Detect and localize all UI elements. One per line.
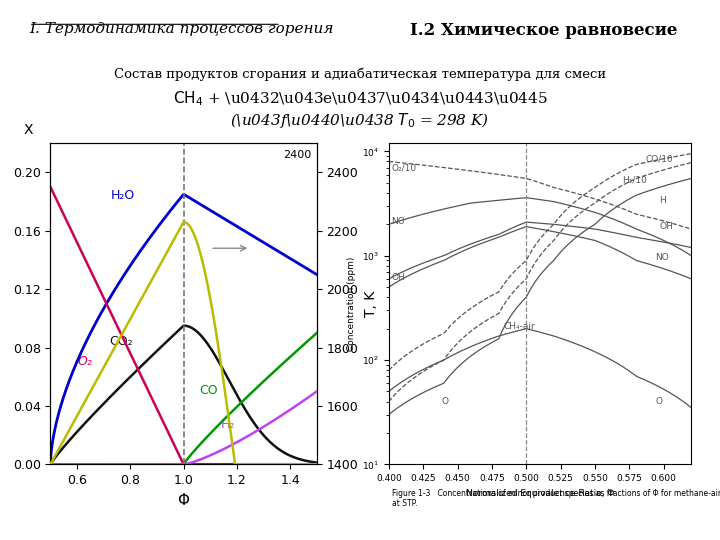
Text: O₂/10: O₂/10 — [392, 164, 417, 173]
Text: I.2 Химическое равновесие: I.2 Химическое равновесие — [410, 22, 678, 38]
Text: NO: NO — [655, 253, 669, 262]
Text: O: O — [441, 397, 448, 406]
Text: H₂O: H₂O — [110, 188, 135, 201]
Text: Figure 1-3   Concentrations of minor product species as fractions of Φ for metha: Figure 1-3 Concentrations of minor produ… — [392, 489, 720, 508]
Text: I. Термодинамика процессов горения: I. Термодинамика процессов горения — [29, 22, 333, 36]
Text: CO/10: CO/10 — [646, 154, 674, 164]
X-axis label: Φ: Φ — [178, 492, 189, 508]
Text: CO₂: CO₂ — [109, 335, 132, 348]
Text: H₂: H₂ — [221, 418, 235, 431]
Y-axis label: Concentration (ppm): Concentration (ppm) — [347, 256, 356, 351]
Text: CH₄-air: CH₄-air — [503, 322, 535, 330]
Text: (\u043f\u0440\u0438 $T_0$ = 298 K): (\u043f\u0440\u0438 $T_0$ = 298 K) — [230, 111, 490, 130]
Text: H₂/10: H₂/10 — [623, 176, 647, 185]
Text: NO: NO — [392, 217, 405, 226]
Text: OH: OH — [660, 222, 673, 231]
Text: X: X — [24, 123, 33, 137]
X-axis label: Normalized Equivalence Ratio, Φ: Normalized Equivalence Ratio, Φ — [466, 489, 614, 498]
Text: OH: OH — [392, 273, 405, 282]
Y-axis label: T, K: T, K — [364, 291, 378, 317]
Text: CO: CO — [199, 384, 218, 397]
Text: H: H — [660, 196, 666, 205]
Text: $\mathrm{CH_4}$ + \u0432\u043e\u0437\u0434\u0443\u0445: $\mathrm{CH_4}$ + \u0432\u043e\u0437\u04… — [173, 89, 547, 108]
Text: 2400: 2400 — [283, 150, 312, 159]
Text: O: O — [655, 397, 662, 406]
Text: O₂: O₂ — [77, 355, 92, 368]
Text: Состав продуктов сгорания и адиабатическая температура для смеси: Состав продуктов сгорания и адиабатическ… — [114, 68, 606, 81]
